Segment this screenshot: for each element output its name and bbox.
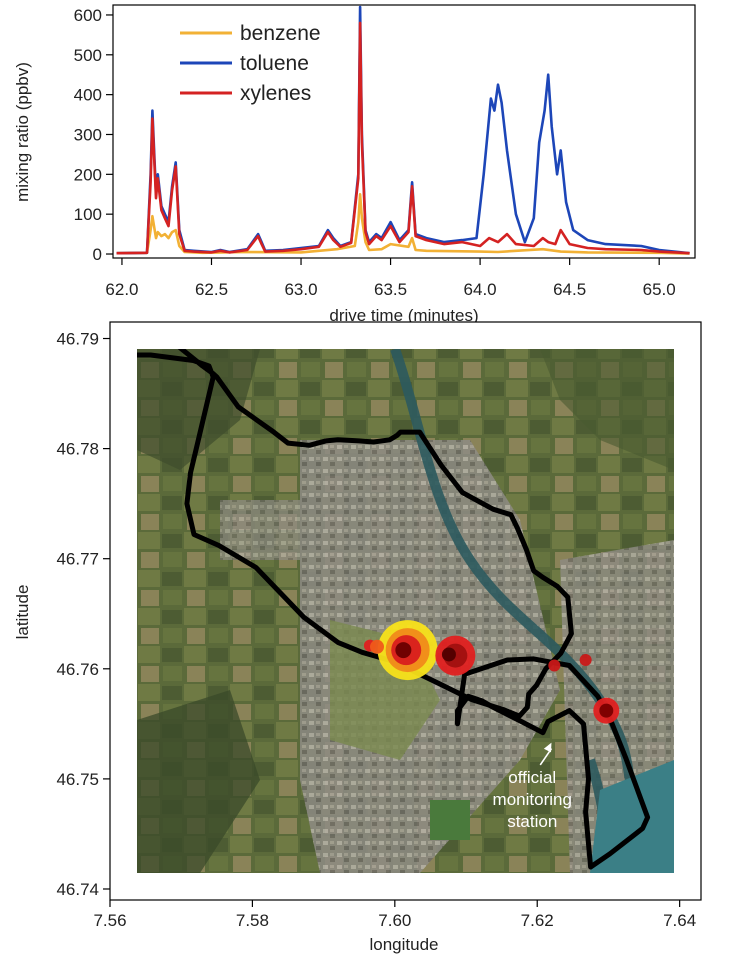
top-x-tick-label: 62.5	[195, 280, 228, 299]
top-x-tick-label: 63.5	[374, 280, 407, 299]
annotation-line-1: official	[508, 768, 556, 787]
route-map-chart: official monitoring station 7.56 7.58 7.60…	[13, 321, 702, 954]
map-x-axis-title: longitude	[369, 935, 438, 954]
top-x-tick-label: 63.0	[284, 280, 317, 299]
series-line-xylenes	[116, 21, 690, 255]
map-y-tick-label: 46.78	[56, 440, 99, 459]
top-x-tick-label: 64.5	[553, 280, 586, 299]
map-y-tick-label: 46.74	[56, 880, 99, 899]
map-y-tick-label: 46.77	[56, 550, 99, 569]
top-y-tick-label: 100	[74, 205, 102, 224]
plume-marker	[548, 659, 561, 672]
top-plot-frame	[112, 4, 696, 259]
legend-label-xylenes: xylenes	[240, 82, 311, 105]
series-line-benzene	[116, 193, 690, 255]
monitoring-station-annotation: official monitoring station	[493, 742, 572, 831]
drive-route-east-line	[455, 656, 651, 870]
annotation-line-3: station	[507, 812, 557, 831]
top-y-axis-title: mixing ratio (ppbv)	[13, 62, 32, 202]
annotation-line-2: monitoring	[493, 790, 572, 809]
plume-markers	[363, 620, 620, 724]
map-y-ticks: 46.74 46.75 46.76 46.77 46.78 46.79	[56, 330, 110, 899]
map-x-tick-label: 7.64	[663, 911, 696, 930]
plume-marker	[599, 703, 614, 718]
map-x-tick-label: 7.56	[93, 911, 126, 930]
legend-label-toluene: toluene	[240, 52, 309, 75]
map-y-tick-label: 46.75	[56, 770, 99, 789]
plume-marker	[370, 639, 385, 654]
top-y-tick-label: 500	[74, 46, 102, 65]
map-y-axis-title: latitude	[13, 585, 32, 640]
map-x-tick-label: 7.60	[378, 911, 411, 930]
top-y-tick-label: 600	[74, 6, 102, 25]
top-y-tick-label: 300	[74, 125, 102, 144]
plume-marker	[579, 653, 592, 666]
plume-marker	[441, 647, 456, 662]
top-series-lines	[116, 5, 690, 255]
map-x-tick-label: 7.58	[236, 911, 269, 930]
top-y-ticks: 0 100 200 300 400 500 600	[74, 6, 113, 264]
top-y-tick-label: 400	[74, 86, 102, 105]
legend: benzene toluene xylenes	[180, 22, 321, 105]
top-x-axis-title: drive time (minutes)	[329, 306, 478, 325]
top-x-tick-label: 65.0	[643, 280, 676, 299]
map-y-tick-label: 46.79	[56, 330, 99, 349]
drive-route-line	[137, 349, 574, 719]
monitoring-station-arrowhead	[543, 742, 552, 753]
top-x-tick-label: 64.0	[464, 280, 497, 299]
map-x-tick-label: 7.62	[521, 911, 554, 930]
top-y-tick-label: 0	[93, 245, 102, 264]
top-y-tick-label: 200	[74, 165, 102, 184]
map-x-ticks: 7.56 7.58 7.60 7.62 7.64	[93, 900, 696, 930]
legend-label-benzene: benzene	[240, 22, 321, 45]
mixing-ratio-chart: 62.0 62.5 63.0 63.5 64.0 64.5 65.0 0 100 200 300 4…	[13, 4, 696, 329]
map-y-tick-label: 46.76	[56, 660, 99, 679]
plume-marker	[395, 642, 412, 659]
top-x-tick-label: 62.0	[105, 280, 138, 299]
aerial-image	[137, 349, 674, 873]
